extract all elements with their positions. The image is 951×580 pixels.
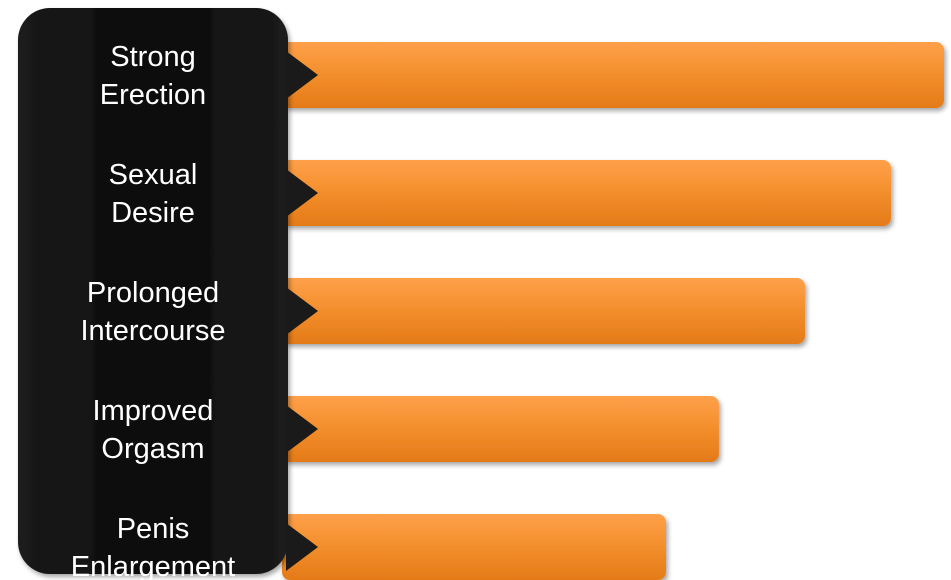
bar-pointer-arrow bbox=[286, 51, 318, 99]
category-label: Orgasm bbox=[101, 433, 204, 465]
category-label: Sexual bbox=[109, 159, 198, 191]
category-label: Prolonged bbox=[87, 277, 219, 309]
category-label: Enlargement bbox=[71, 551, 235, 580]
bar-pointer-arrow bbox=[286, 287, 318, 335]
bar bbox=[282, 42, 944, 108]
bar bbox=[282, 278, 805, 344]
arrows-layer bbox=[286, 51, 318, 571]
bar-pointer-arrow bbox=[286, 169, 318, 217]
bar bbox=[282, 514, 666, 580]
bar bbox=[282, 160, 892, 226]
bar-pointer-arrow bbox=[286, 523, 318, 571]
category-label: Strong bbox=[110, 41, 195, 73]
bar bbox=[282, 396, 719, 462]
category-label: Desire bbox=[111, 197, 195, 229]
category-label: Erection bbox=[100, 79, 206, 111]
category-label: Improved bbox=[93, 395, 214, 427]
labels-layer: Strong Erection Sexual Desire Prolonged Inter… bbox=[71, 41, 235, 580]
bars-layer bbox=[282, 42, 944, 580]
category-label: Intercourse bbox=[80, 315, 225, 347]
category-label: Penis bbox=[117, 513, 190, 545]
category-label-panel bbox=[18, 8, 288, 574]
bar-pointer-arrow bbox=[286, 405, 318, 453]
